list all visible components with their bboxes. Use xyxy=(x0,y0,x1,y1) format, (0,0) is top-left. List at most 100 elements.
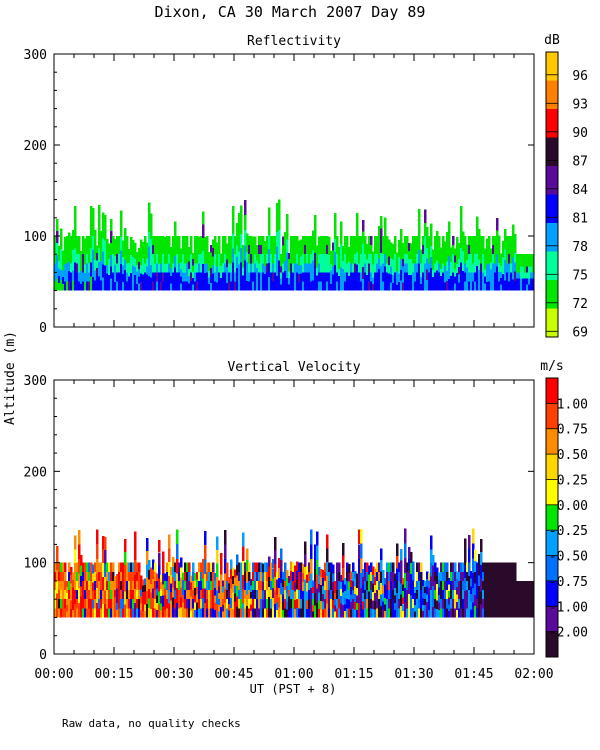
data-cell xyxy=(508,272,511,282)
data-cell xyxy=(198,590,201,600)
data-cell xyxy=(322,601,325,610)
data-cell xyxy=(270,599,273,609)
data-cell xyxy=(390,608,393,618)
data-cell xyxy=(302,281,305,291)
data-cell xyxy=(476,608,479,618)
data-cell xyxy=(266,236,269,246)
data-cell xyxy=(410,243,413,252)
data-cell xyxy=(118,599,121,609)
data-cell xyxy=(124,248,127,260)
data-cell xyxy=(236,564,239,576)
data-cell xyxy=(522,284,525,291)
data-cell xyxy=(232,205,235,221)
data-cell xyxy=(378,269,381,280)
data-cell xyxy=(90,590,93,600)
data-cell xyxy=(70,583,73,593)
data-cell xyxy=(62,562,65,572)
data-cell xyxy=(514,571,517,581)
data-cell xyxy=(514,562,517,572)
data-cell xyxy=(120,608,123,618)
data-cell xyxy=(420,256,423,264)
data-cell xyxy=(334,587,337,594)
data-cell xyxy=(142,604,145,612)
data-cell xyxy=(504,571,507,581)
data-cell xyxy=(416,571,419,581)
data-cell xyxy=(494,590,497,600)
data-cell xyxy=(60,280,63,291)
data-cell xyxy=(72,594,75,603)
data-cell xyxy=(98,233,101,248)
data-cell xyxy=(132,608,135,618)
data-cell xyxy=(106,273,109,282)
data-cell xyxy=(196,254,199,264)
data-cell xyxy=(432,607,435,618)
data-cell xyxy=(484,269,487,277)
data-cell xyxy=(310,254,313,264)
data-cell xyxy=(530,260,533,267)
data-cell xyxy=(276,232,279,247)
data-cell xyxy=(296,245,299,255)
data-cell xyxy=(268,556,271,567)
data-cell xyxy=(466,580,469,591)
data-cell xyxy=(186,281,189,291)
data-cell xyxy=(56,242,59,255)
data-cell xyxy=(334,264,337,278)
data-cell xyxy=(318,609,321,618)
data-cell xyxy=(418,562,421,572)
data-cell xyxy=(472,528,475,544)
data-cell xyxy=(212,580,215,591)
data-cell xyxy=(446,251,449,262)
data-cell xyxy=(196,236,199,246)
data-cell xyxy=(526,587,529,594)
data-cell xyxy=(190,610,193,618)
data-cell xyxy=(482,571,485,581)
data-cell xyxy=(292,236,295,246)
data-cell xyxy=(286,252,289,266)
data-cell xyxy=(296,272,299,282)
data-cell xyxy=(140,582,143,590)
data-cell xyxy=(96,245,99,253)
data-cell xyxy=(394,281,397,291)
data-cell xyxy=(252,571,255,581)
data-cell xyxy=(524,284,527,291)
data-cell xyxy=(140,589,143,597)
data-cell xyxy=(342,245,345,254)
data-cell xyxy=(64,237,67,247)
data-cell xyxy=(292,590,295,600)
data-cell xyxy=(494,599,497,609)
data-cell xyxy=(142,266,145,275)
data-cell xyxy=(232,600,235,610)
data-cell xyxy=(122,590,125,600)
data-cell xyxy=(258,236,261,246)
data-cell xyxy=(260,272,263,282)
data-cell xyxy=(504,599,507,609)
data-cell xyxy=(272,588,275,598)
data-cell xyxy=(224,588,227,603)
data-cell xyxy=(360,528,363,544)
data-cell xyxy=(390,258,393,267)
data-cell xyxy=(170,609,173,618)
data-cell xyxy=(416,608,419,618)
data-cell xyxy=(512,562,515,572)
data-cell xyxy=(306,574,309,584)
data-cell xyxy=(126,245,129,255)
data-cell xyxy=(382,254,385,264)
data-cell xyxy=(400,583,403,595)
data-cell xyxy=(254,236,257,246)
data-cell xyxy=(228,263,231,273)
data-cell xyxy=(192,590,195,600)
data-cell xyxy=(416,599,419,609)
data-cell xyxy=(334,599,337,606)
data-cell xyxy=(252,590,255,600)
data-cell xyxy=(180,255,183,263)
data-cell xyxy=(66,263,69,273)
data-cell xyxy=(434,236,437,246)
data-cell xyxy=(194,610,197,618)
data-cell xyxy=(490,590,493,600)
data-cell xyxy=(482,263,485,273)
data-cell xyxy=(154,590,157,600)
data-cell xyxy=(318,254,321,264)
data-cell xyxy=(248,272,251,282)
data-cell xyxy=(484,562,487,572)
data-cell xyxy=(314,215,317,228)
